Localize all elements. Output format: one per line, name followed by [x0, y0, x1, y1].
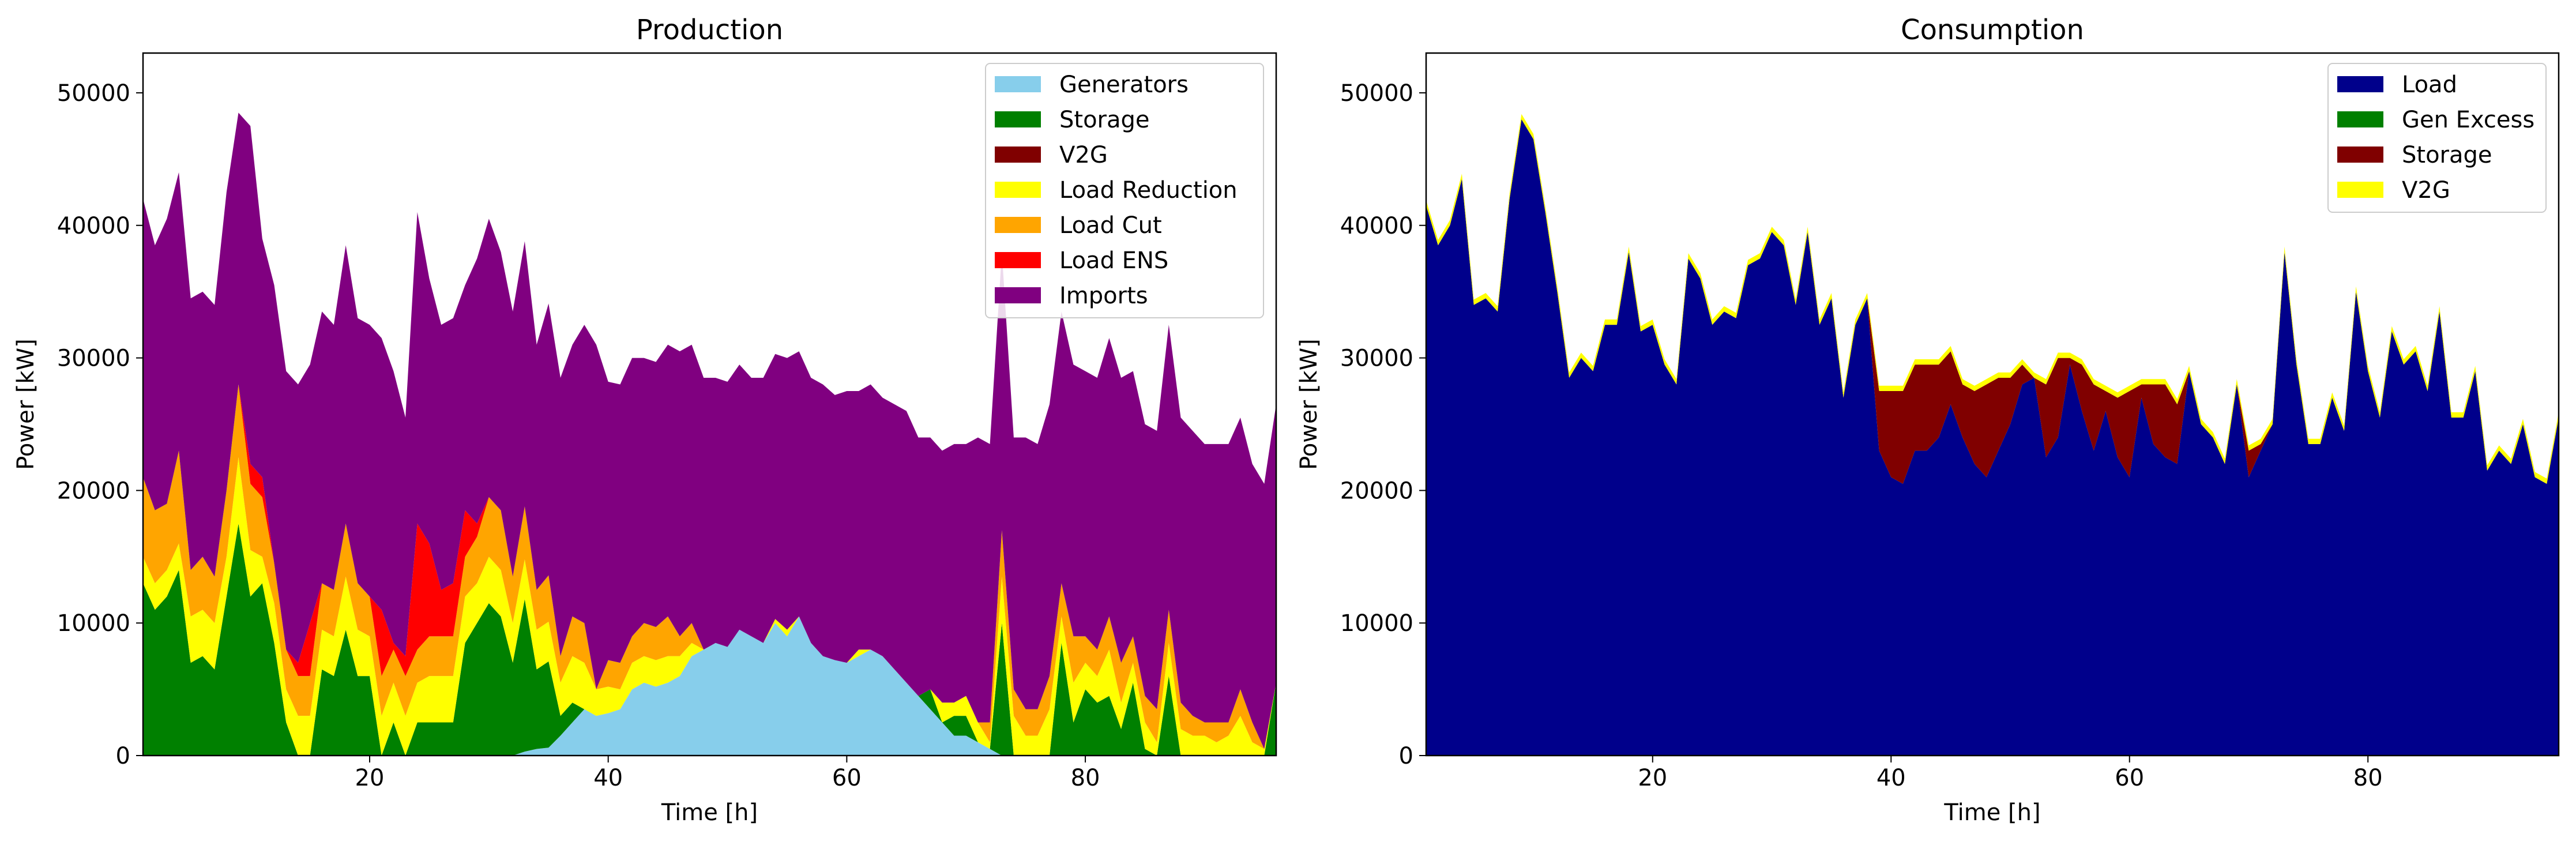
- area-series-load-reduction: [143, 457, 1276, 756]
- chart-title: Consumption: [1901, 14, 2084, 46]
- area-series-generators: [143, 616, 1276, 756]
- legend: Load Gen Excess Storage V2G: [2327, 63, 2547, 213]
- legend-label: Storage: [2402, 142, 2492, 168]
- chart-panel-1: 20 40 60 80 0 10000 20000 30000 40000 50000 Produc…: [13, 14, 1277, 826]
- axes-frame: [1425, 52, 2560, 757]
- legend-label: V2G: [2402, 177, 2450, 204]
- y-tick-label: 40000: [57, 213, 130, 239]
- chart-panel-2: 20 40 60 80 0 10000 20000 30000 40000 50000 Consum…: [1296, 14, 2560, 826]
- legend-label: Generators: [1059, 72, 1189, 98]
- legend-box: [2327, 63, 2547, 213]
- y-axis-label: Power [kW]: [1296, 339, 1322, 470]
- legend-label: V2G: [1059, 142, 1108, 168]
- legend-swatch: [995, 111, 1041, 127]
- x-tick-label: 40: [593, 765, 623, 791]
- area-series-load-cut: [143, 384, 1276, 749]
- legend-label: Load Cut: [1059, 212, 1162, 239]
- legend-swatch: [995, 252, 1041, 268]
- legend-swatch: [995, 287, 1041, 303]
- y-tick-label: 0: [1399, 743, 1413, 769]
- y-tick-label: 10000: [1340, 610, 1413, 637]
- x-tick-label: 80: [1071, 765, 1100, 791]
- area-series-storage: [143, 523, 1276, 756]
- x-axis-label: Time [h]: [1943, 799, 2040, 826]
- x-axis-label: Time [h]: [661, 799, 758, 826]
- legend-label: Imports: [1059, 283, 1148, 309]
- legend-swatch: [2337, 146, 2383, 163]
- y-tick-label: 0: [116, 743, 130, 769]
- area-series-load: [1426, 119, 2559, 756]
- legend: Generators Storage V2G Load Reduction Load C…: [985, 63, 1264, 318]
- legend-swatch: [2337, 76, 2383, 92]
- legend-swatch: [2337, 111, 2383, 127]
- x-tick-label: 20: [1638, 765, 1667, 791]
- x-tick-label: 60: [832, 765, 862, 791]
- y-tick-label: 10000: [57, 610, 130, 637]
- legend-label: Gen Excess: [2402, 107, 2534, 133]
- legend-swatch: [995, 217, 1041, 233]
- axes-frame: [142, 52, 1277, 757]
- legend-label: Load Reduction: [1059, 177, 1238, 204]
- y-axis-label: Power [kW]: [13, 339, 39, 470]
- y-tick-label: 30000: [1340, 345, 1413, 372]
- legend-swatch: [995, 182, 1041, 198]
- area-series-storage: [1426, 119, 2559, 484]
- legend-swatch: [2337, 182, 2383, 198]
- x-tick-label: 80: [2353, 765, 2383, 791]
- legend-label: Load ENS: [1059, 247, 1168, 274]
- legend-label: Storage: [1059, 107, 1150, 133]
- y-tick-label: 50000: [1340, 80, 1413, 107]
- x-tick-label: 20: [355, 765, 385, 791]
- area-series-imports: [143, 112, 1276, 749]
- legend-label: Load: [2402, 72, 2457, 98]
- legend-box: [985, 63, 1264, 318]
- x-tick-label: 60: [2115, 765, 2144, 791]
- y-tick-label: 40000: [1340, 213, 1413, 239]
- y-tick-label: 50000: [57, 80, 130, 107]
- y-tick-label: 30000: [57, 345, 130, 372]
- legend-swatch: [995, 146, 1041, 163]
- y-tick-label: 20000: [57, 478, 130, 504]
- x-tick-label: 40: [1876, 765, 1906, 791]
- chart-title: Production: [636, 14, 783, 46]
- legend-swatch: [995, 76, 1041, 92]
- y-tick-label: 20000: [1340, 478, 1413, 504]
